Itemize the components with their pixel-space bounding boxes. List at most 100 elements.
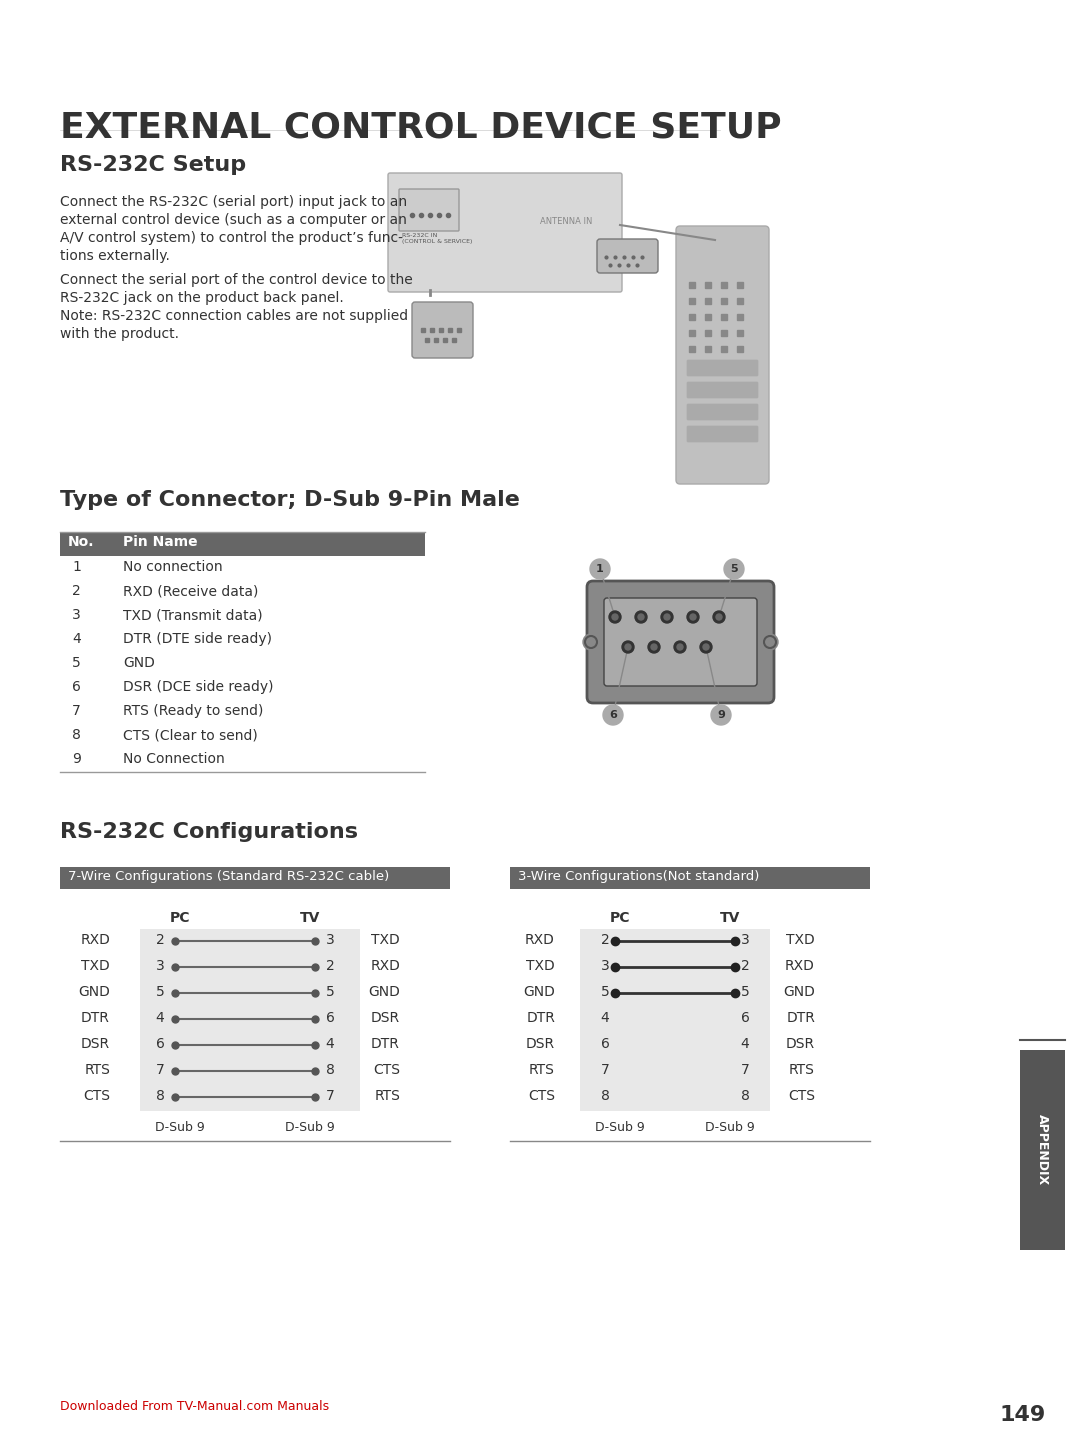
Text: 6: 6	[156, 1037, 164, 1051]
Text: TXD: TXD	[786, 933, 815, 948]
Text: RTS: RTS	[374, 1089, 400, 1103]
FancyBboxPatch shape	[604, 598, 757, 685]
Text: 7: 7	[326, 1089, 335, 1103]
Text: 5: 5	[741, 985, 750, 999]
Text: 5: 5	[730, 564, 738, 575]
Circle shape	[762, 634, 778, 649]
Text: GND: GND	[368, 985, 400, 999]
Text: 6: 6	[741, 1011, 750, 1025]
Text: RXD: RXD	[370, 959, 400, 973]
Text: PC: PC	[170, 912, 190, 924]
FancyBboxPatch shape	[60, 652, 426, 675]
Text: 2: 2	[741, 959, 750, 973]
Text: RTS: RTS	[529, 1063, 555, 1077]
Circle shape	[612, 613, 618, 621]
Text: RS-232C IN
(CONTROL & SERVICE): RS-232C IN (CONTROL & SERVICE)	[402, 233, 472, 243]
Circle shape	[603, 706, 623, 724]
Text: No.: No.	[68, 536, 95, 549]
Circle shape	[713, 611, 725, 624]
Text: GND: GND	[78, 985, 110, 999]
Text: TXD: TXD	[526, 959, 555, 973]
Text: 149: 149	[1000, 1405, 1047, 1426]
Circle shape	[703, 644, 708, 649]
Circle shape	[716, 613, 723, 621]
Circle shape	[651, 644, 657, 649]
FancyBboxPatch shape	[399, 189, 459, 230]
Text: DTR: DTR	[372, 1037, 400, 1051]
Text: PC: PC	[610, 912, 631, 924]
Text: TXD: TXD	[372, 933, 400, 948]
Text: DSR: DSR	[526, 1037, 555, 1051]
Text: DSR: DSR	[81, 1037, 110, 1051]
Text: 3: 3	[741, 933, 750, 948]
Circle shape	[674, 641, 686, 652]
Text: 2: 2	[326, 959, 335, 973]
Text: D-Sub 9: D-Sub 9	[156, 1120, 205, 1135]
Text: 6: 6	[325, 1011, 335, 1025]
Text: APPENDIX: APPENDIX	[1036, 1115, 1049, 1185]
Circle shape	[677, 644, 683, 649]
Circle shape	[687, 611, 699, 624]
Text: DSR (DCE side ready): DSR (DCE side ready)	[123, 680, 273, 694]
Text: DSR: DSR	[370, 1011, 400, 1025]
FancyBboxPatch shape	[597, 239, 658, 274]
Text: ANTENNA IN: ANTENNA IN	[540, 217, 592, 226]
FancyBboxPatch shape	[60, 603, 426, 628]
Text: DTR (DTE side ready): DTR (DTE side ready)	[123, 632, 272, 647]
Text: EXTERNAL CONTROL DEVICE SETUP: EXTERNAL CONTROL DEVICE SETUP	[60, 109, 782, 144]
Circle shape	[711, 706, 731, 724]
Circle shape	[664, 613, 670, 621]
FancyBboxPatch shape	[411, 302, 473, 359]
Text: RS-232C Setup: RS-232C Setup	[60, 156, 246, 176]
Text: Pin Name: Pin Name	[123, 536, 198, 549]
Text: CTS: CTS	[788, 1089, 815, 1103]
Text: GND: GND	[523, 985, 555, 999]
Text: RTS (Ready to send): RTS (Ready to send)	[123, 704, 264, 719]
Text: GND: GND	[123, 657, 154, 670]
Text: RXD: RXD	[80, 933, 110, 948]
FancyBboxPatch shape	[687, 405, 758, 420]
Text: 8: 8	[600, 1089, 609, 1103]
Text: D-Sub 9: D-Sub 9	[285, 1120, 335, 1135]
Text: 4: 4	[156, 1011, 164, 1025]
Text: No connection: No connection	[123, 560, 222, 575]
Text: 6: 6	[72, 680, 81, 694]
Text: 6: 6	[600, 1037, 609, 1051]
Text: 5: 5	[156, 985, 164, 999]
Text: DSR: DSR	[786, 1037, 815, 1051]
Text: tions externally.: tions externally.	[60, 249, 170, 264]
Text: CTS (Clear to send): CTS (Clear to send)	[123, 729, 258, 742]
Text: D-Sub 9: D-Sub 9	[595, 1120, 645, 1135]
Text: CTS: CTS	[373, 1063, 400, 1077]
Text: Note: RS-232C connection cables are not supplied: Note: RS-232C connection cables are not …	[60, 310, 408, 323]
Text: 7: 7	[156, 1063, 164, 1077]
Text: 2: 2	[156, 933, 164, 948]
Text: RXD: RXD	[785, 959, 815, 973]
Text: 3: 3	[326, 933, 335, 948]
Text: 8: 8	[325, 1063, 335, 1077]
Text: 5: 5	[600, 985, 609, 999]
Text: TV: TV	[719, 912, 740, 924]
FancyBboxPatch shape	[60, 724, 426, 747]
Text: 2: 2	[72, 585, 81, 598]
Text: 7-Wire Configurations (Standard RS-232C cable): 7-Wire Configurations (Standard RS-232C …	[68, 870, 389, 883]
FancyBboxPatch shape	[140, 929, 360, 1112]
Text: 1: 1	[72, 560, 81, 575]
Circle shape	[583, 634, 599, 649]
FancyBboxPatch shape	[676, 226, 769, 484]
Text: 7: 7	[741, 1063, 750, 1077]
FancyBboxPatch shape	[687, 382, 758, 397]
Text: DTR: DTR	[81, 1011, 110, 1025]
Text: Connect the RS-232C (serial port) input jack to an: Connect the RS-232C (serial port) input …	[60, 194, 407, 209]
FancyBboxPatch shape	[60, 675, 426, 700]
Text: CTS: CTS	[528, 1089, 555, 1103]
FancyBboxPatch shape	[60, 700, 426, 724]
FancyBboxPatch shape	[60, 747, 426, 772]
Circle shape	[661, 611, 673, 624]
Text: 9: 9	[72, 752, 81, 766]
Text: CTS: CTS	[83, 1089, 110, 1103]
FancyBboxPatch shape	[580, 929, 770, 1112]
Text: Connect the serial port of the control device to the: Connect the serial port of the control d…	[60, 274, 413, 287]
Text: 3: 3	[156, 959, 164, 973]
FancyBboxPatch shape	[687, 426, 758, 442]
